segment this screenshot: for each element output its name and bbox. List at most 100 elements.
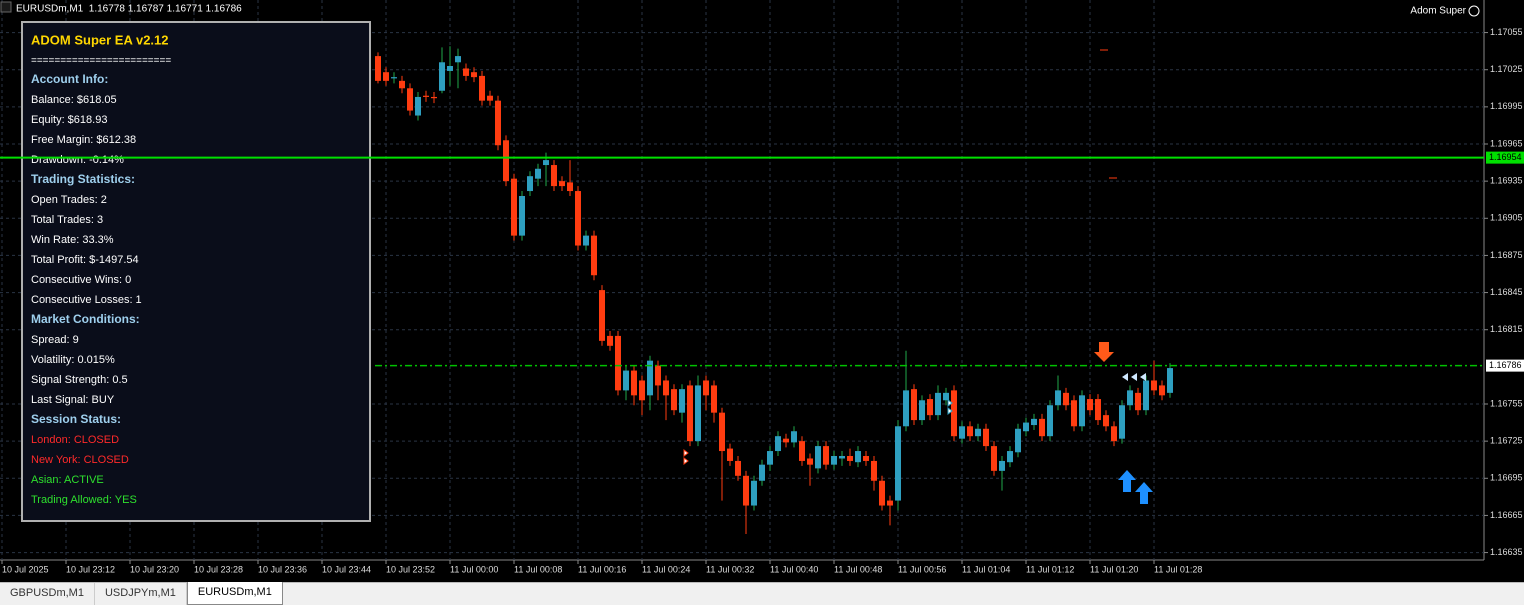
candle-body <box>535 168 541 179</box>
x-tick-label: 11 Jul 00:48 <box>834 564 882 574</box>
candle-body <box>935 392 941 416</box>
x-tick-label: 10 Jul 2025 <box>2 564 49 574</box>
candle-body <box>527 176 533 192</box>
panel-item: Balance: $618.05 <box>31 94 117 106</box>
candle-body <box>399 80 405 89</box>
candle-body <box>1135 392 1141 411</box>
candle-body <box>439 62 445 91</box>
candle-body <box>463 68 469 76</box>
candle-body <box>407 88 413 111</box>
candle-body <box>1007 451 1013 463</box>
panel-item: Signal Strength: 0.5 <box>31 374 128 386</box>
panel-item: Open Trades: 2 <box>31 194 107 206</box>
candle-body <box>1071 400 1077 427</box>
candle-body <box>423 95 429 97</box>
price-label-box <box>1486 359 1524 372</box>
candle-body <box>879 480 885 506</box>
candle-body <box>623 370 629 391</box>
candle-body <box>1023 422 1029 432</box>
candle-body <box>671 389 677 411</box>
candle-body <box>1159 385 1165 396</box>
x-tick-label: 11 Jul 00:24 <box>642 564 690 574</box>
tab-bar: GBPUSDm,M1 USDJPYm,M1 EURUSDm,M1 <box>0 582 1524 605</box>
candle-body <box>495 100 501 146</box>
candle-body <box>863 456 869 461</box>
candle-body <box>479 75 485 101</box>
candle-body <box>991 446 997 471</box>
trade-marker <box>1122 373 1146 381</box>
candle-body <box>743 475 749 506</box>
candle-body <box>975 428 981 437</box>
candle-body <box>951 390 957 437</box>
x-tick-label: 11 Jul 00:16 <box>578 564 626 574</box>
candle-body <box>1103 415 1109 427</box>
candle-body <box>999 460 1005 471</box>
candle-body <box>703 380 709 396</box>
symbol-tab[interactable]: GBPUSDm,M1 <box>0 583 95 605</box>
candle-body <box>639 380 645 401</box>
panel-item: Total Profit: $-1497.54 <box>31 254 139 266</box>
candle-body <box>847 456 853 461</box>
candle-body <box>1151 380 1157 391</box>
candle-body <box>823 446 829 465</box>
candle-body <box>831 456 837 465</box>
candle-body <box>719 412 725 452</box>
candle-body <box>655 365 661 386</box>
candle-body <box>1063 392 1069 406</box>
candle-body <box>471 72 477 78</box>
candle-body <box>1079 395 1085 427</box>
candle-body <box>375 56 381 81</box>
candle-body <box>551 165 557 187</box>
candle-body <box>567 182 573 192</box>
candle-body <box>751 480 757 506</box>
panel-item: Total Trades: 3 <box>31 214 103 226</box>
candle-body <box>431 96 437 99</box>
candle-body <box>735 460 741 476</box>
y-tick-label: 1.16695 <box>1490 473 1523 483</box>
panel-heading: Market Conditions: <box>31 312 140 326</box>
panel-heading: Session Status: <box>31 412 121 426</box>
candle-body <box>1127 390 1133 406</box>
candle-body <box>487 95 493 101</box>
symbol-tab[interactable]: USDJPYm,M1 <box>95 583 187 605</box>
candle-body <box>887 500 893 506</box>
candle-body <box>839 456 845 459</box>
price-label: 1.16954 <box>1489 152 1522 162</box>
x-tick-label: 10 Jul 23:20 <box>130 564 179 574</box>
x-tick-label: 10 Jul 23:12 <box>66 564 115 574</box>
y-tick-label: 1.16875 <box>1490 250 1523 260</box>
y-tick-label: 1.16965 <box>1490 138 1523 148</box>
candle-body <box>1167 368 1173 393</box>
price-label-box <box>1486 151 1524 164</box>
candle-body <box>455 56 461 63</box>
chart-icon <box>0 1 12 13</box>
price-label: 1.16786 <box>1489 360 1522 370</box>
candle-body <box>799 441 805 461</box>
candle-body <box>543 160 549 166</box>
candle-body <box>871 460 877 481</box>
candle-body <box>511 178 517 236</box>
candle-body <box>615 335 621 391</box>
candle-body <box>575 191 581 246</box>
panel-item: Last Signal: BUY <box>31 394 115 406</box>
candle-body <box>895 426 901 501</box>
y-tick-label: 1.16755 <box>1490 398 1523 408</box>
y-tick-label: 1.16845 <box>1490 287 1523 297</box>
symbol-tab[interactable]: EURUSDm,M1 <box>186 582 283 605</box>
x-tick-label: 11 Jul 00:56 <box>898 564 946 574</box>
y-tick-label: 1.16905 <box>1490 213 1523 223</box>
candle-body <box>815 446 821 469</box>
candle-body <box>559 181 565 187</box>
panel-item: New York: CLOSED <box>31 454 129 466</box>
markers <box>683 49 1153 504</box>
candle-body <box>911 389 917 421</box>
panel-item: Win Rate: 33.3% <box>31 234 114 246</box>
x-tick-label: 10 Jul 23:28 <box>194 564 243 574</box>
candle-body <box>1055 390 1061 406</box>
candle-body <box>599 290 605 341</box>
candle-body <box>1031 418 1037 426</box>
candle-body <box>727 448 733 461</box>
ea-smiley <box>1468 5 1480 17</box>
panel-item: Trading Allowed: YES <box>31 494 137 506</box>
y-tick-label: 1.16665 <box>1490 510 1523 520</box>
